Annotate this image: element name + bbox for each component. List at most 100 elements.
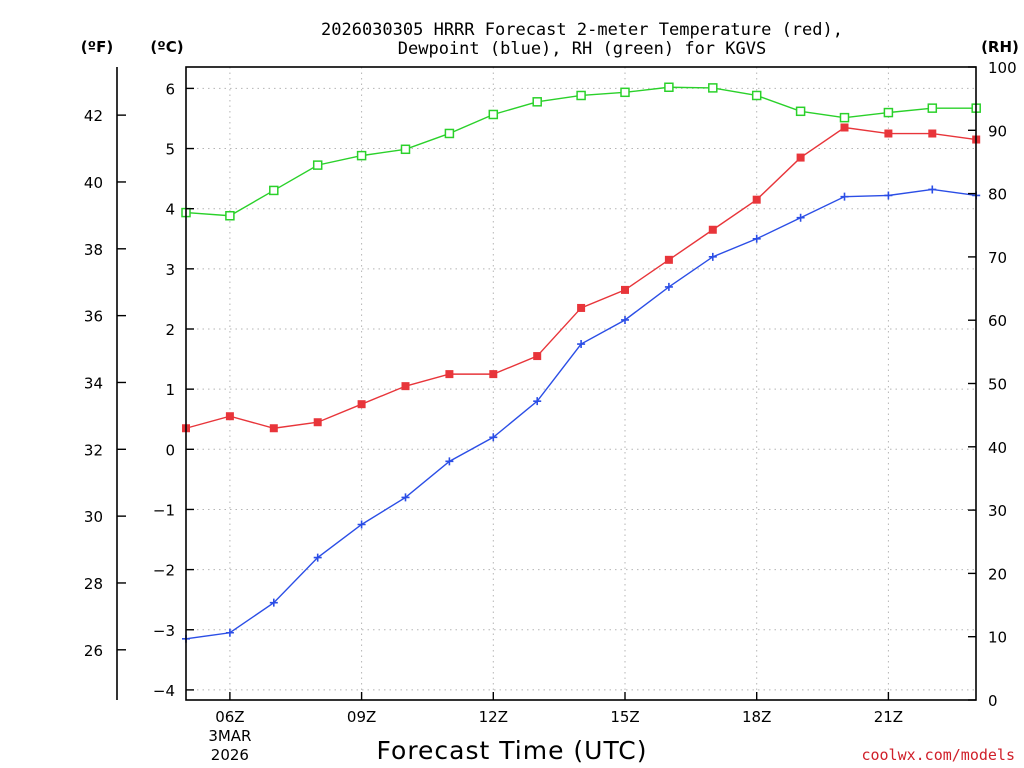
temperature-point xyxy=(884,129,893,138)
temperature-point xyxy=(357,400,366,409)
rh-point xyxy=(356,150,367,161)
dewpoint-point xyxy=(884,191,893,200)
fahrenheit-tick-label: 38 xyxy=(84,241,103,259)
rh-point xyxy=(225,211,235,221)
series-dewpoint xyxy=(182,185,981,643)
rh-point xyxy=(488,109,499,120)
dewpoint-line xyxy=(185,188,977,640)
dewpoint-point xyxy=(796,213,805,222)
x-tick-label: 06Z xyxy=(215,708,244,726)
temperature-point xyxy=(796,153,805,162)
rh-point xyxy=(795,106,806,117)
rh-point xyxy=(532,97,542,107)
rh-point xyxy=(576,90,586,101)
dewpoint-point xyxy=(664,282,673,291)
dewpoint-point xyxy=(577,340,586,349)
dewpoint-point xyxy=(489,433,498,442)
x-tick-label: 15Z xyxy=(610,708,639,726)
celsius-tick-label: −1 xyxy=(153,501,175,519)
dewpoint-point xyxy=(840,192,849,201)
celsius-unit-label: (ºC) xyxy=(150,38,183,56)
rh-tick-label: 20 xyxy=(988,565,1007,583)
rh-point xyxy=(444,128,455,139)
rh-tick-label: 100 xyxy=(988,59,1017,77)
dewpoint-point xyxy=(401,493,410,502)
temperature-point xyxy=(840,123,849,132)
dewpoint-point xyxy=(928,185,937,194)
temperature-point xyxy=(533,352,542,361)
rh-tick-label: 70 xyxy=(988,249,1007,267)
rh-point xyxy=(664,82,674,93)
temperature-point xyxy=(928,129,937,138)
celsius-tick-label: 3 xyxy=(165,261,175,279)
x-tick-sublabel: 2026 xyxy=(211,746,249,764)
temperature-point xyxy=(269,424,278,433)
fahrenheit-tick-label: 30 xyxy=(84,508,103,526)
x-tick-sublabel: 3MAR xyxy=(208,727,251,745)
fahrenheit-tick-label: 28 xyxy=(84,575,103,593)
dewpoint-point xyxy=(357,520,366,529)
rh-tick-label: 90 xyxy=(988,122,1007,140)
rh-point xyxy=(620,87,630,98)
x-tick-label: 12Z xyxy=(479,708,508,726)
temperature-point xyxy=(577,303,586,312)
celsius-tick-label: −4 xyxy=(153,682,175,700)
dewpoint-point xyxy=(708,252,717,261)
rh-unit-label: (RH) xyxy=(981,38,1019,56)
fahrenheit-tick-label: 34 xyxy=(84,374,103,392)
x-tick-label: 18Z xyxy=(742,708,771,726)
temperature-point xyxy=(225,412,234,421)
rh-point xyxy=(400,144,411,155)
dewpoint-point xyxy=(533,397,542,406)
rh-point xyxy=(708,83,718,93)
fahrenheit-tick-label: 36 xyxy=(84,308,103,326)
axes xyxy=(116,66,977,701)
credit-text: coolwx.com/models xyxy=(861,746,1015,764)
dewpoint-point xyxy=(225,628,234,637)
x-axis-label: Forecast Time (UTC) xyxy=(377,736,648,765)
fahrenheit-unit-label: (ºF) xyxy=(81,38,113,56)
fahrenheit-tick-label: 40 xyxy=(84,174,103,192)
dewpoint-point xyxy=(445,457,454,466)
dewpoint-point xyxy=(752,234,761,243)
rh-tick-label: 0 xyxy=(988,692,998,710)
temperature-point xyxy=(489,370,498,379)
fahrenheit-tick-label: 42 xyxy=(84,107,103,125)
temperature-point xyxy=(664,255,673,264)
celsius-tick-label: 4 xyxy=(165,201,175,219)
chart-title-line-2: Dewpoint (blue), RH (green) for KGVS xyxy=(398,39,766,59)
gridlines xyxy=(186,67,976,700)
celsius-tick-label: 5 xyxy=(165,141,175,159)
rh-tick-label: 10 xyxy=(988,629,1007,647)
celsius-tick-label: −2 xyxy=(153,562,175,580)
temperature-point xyxy=(708,225,717,234)
temperature-point xyxy=(752,195,761,204)
dewpoint-point xyxy=(269,598,278,607)
dewpoint-point xyxy=(621,315,629,324)
rh-tick-label: 80 xyxy=(988,186,1007,204)
series-rh xyxy=(181,82,981,221)
celsius-tick-label: 0 xyxy=(165,441,175,459)
celsius-tick-label: 2 xyxy=(165,321,175,339)
temperature-point xyxy=(401,382,410,391)
chart-title-line-1: 2026030305 HRRR Forecast 2-meter Tempera… xyxy=(321,20,843,40)
rh-tick-label: 50 xyxy=(988,376,1007,394)
rh-point xyxy=(269,185,279,196)
fahrenheit-tick-label: 26 xyxy=(84,642,103,660)
rh-point xyxy=(927,103,938,113)
dewpoint-point xyxy=(313,553,322,562)
fahrenheit-tick-label: 32 xyxy=(84,441,103,459)
celsius-tick-label: −3 xyxy=(153,622,175,640)
rh-point xyxy=(883,107,894,118)
plot-frame xyxy=(185,66,977,701)
rh-tick-label: 30 xyxy=(988,502,1007,520)
rh-point xyxy=(751,90,762,101)
rh-point xyxy=(312,160,323,170)
temperature-point xyxy=(621,285,629,294)
temperature-point xyxy=(313,418,322,427)
series-temperature xyxy=(182,123,981,433)
tick-labels: 4240383634323028266543210−1−2−3−41009080… xyxy=(84,59,1017,764)
rh-point xyxy=(839,112,850,123)
rh-tick-label: 40 xyxy=(988,439,1007,457)
